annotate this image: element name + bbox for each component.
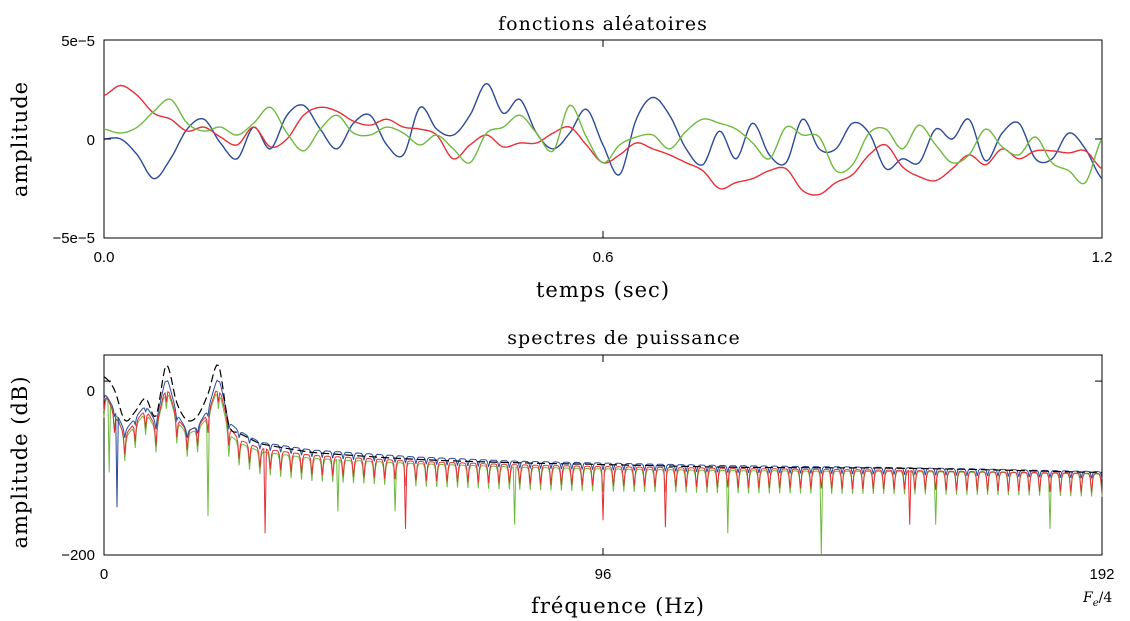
spectrum-series-line-2 (103, 393, 1103, 556)
time-x-axis-label: temps (sec) (536, 278, 670, 302)
time-y-tick-label-1: 0 (87, 132, 95, 149)
spectrum-envelope-line (103, 364, 1103, 473)
time-series-line-0 (103, 82, 1103, 180)
spectrum-plot-frame (103, 354, 1103, 556)
time-series-lines (103, 82, 1103, 196)
annotation-subscript: e (1093, 598, 1099, 609)
time-x-tick-label-1: 0.6 (593, 249, 614, 266)
spectrum-x-tick-label-2: 192 (1089, 566, 1114, 583)
spectrum-tick-marks (103, 355, 1103, 556)
spectrum-panel: spectres de puissance fréquence (Hz) amp… (8, 327, 1115, 618)
spectrum-y-axis-label: amplitude (dB) (8, 375, 32, 548)
annotation-main: F (1082, 590, 1094, 606)
time-series-line-2 (103, 98, 1103, 185)
time-plot-frame (103, 39, 1103, 239)
time-y-axis-label: amplitude (8, 81, 32, 197)
time-panel: fonctions aléatoires temps (sec) amplitu… (8, 13, 1112, 302)
spectrum-x-axis-label: fréquence (Hz) (531, 594, 705, 618)
spectrum-x-tick-label-0: 0 (100, 566, 108, 583)
annotation-tail: /4 (1099, 590, 1113, 606)
time-y-tick-label-2: −5e−5 (52, 230, 95, 247)
spectrum-y-tick-label-1: −200 (61, 547, 95, 564)
time-x-tick-label-2: 1.2 (1092, 249, 1113, 266)
spectrum-y-tick-label-0: 0 (87, 383, 95, 400)
time-tick-marks (103, 39, 1103, 239)
spectrum-chart-title: spectres de puissance (507, 327, 740, 349)
time-chart-title: fonctions aléatoires (498, 13, 708, 35)
nyquist-quarter-annotation: Fe/4 (1082, 590, 1112, 609)
spectrum-series-line-0 (103, 379, 1103, 508)
spectrum-series-lines (103, 364, 1103, 556)
spectrum-x-tick-label-1: 96 (595, 566, 612, 583)
spectrum-series-line-1 (103, 390, 1103, 534)
time-x-tick-label-0: 0.0 (94, 249, 115, 266)
time-y-tick-label-0: 5e−5 (61, 33, 95, 50)
